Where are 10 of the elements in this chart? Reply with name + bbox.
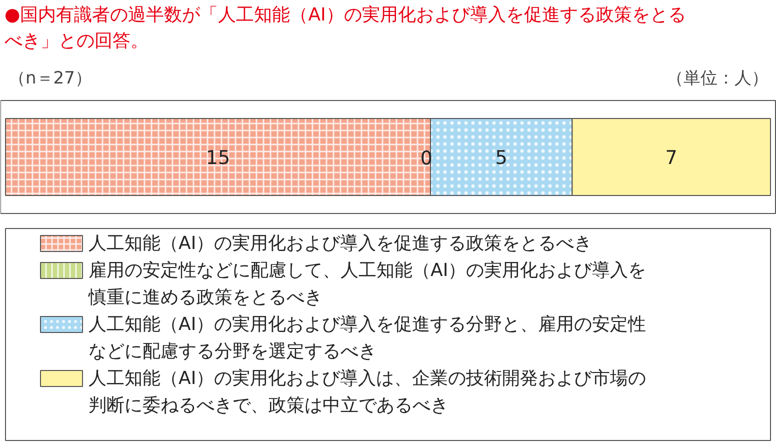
data-label: 5: [495, 147, 508, 169]
legend-label: 人工知能（AI）の実用化および導入は、企業の技術開発および市場の判断に委ねるべきで、政策は中立であるべき: [88, 368, 646, 416]
chart-title: ●国内有識者の過半数が「人工知能（AI）の実用化および導入を促進する政策をとるべき」との回答。: [4, 4, 686, 52]
legend-label: 人工知能（AI）の実用化および導入を促進する分野と、雇用の安定性などに配慮する分野を選定するべき: [88, 314, 646, 362]
legend-label: 雇用の安定性などに配慮して、人工知能（AI）の実用化および導入を慎重に進める政策をとるべき: [88, 260, 646, 308]
data-label: 15: [206, 147, 230, 169]
text: （単位：人）: [666, 68, 768, 88]
data-label: 7: [665, 147, 678, 169]
legend-label: 人工知能（AI）の実用化および導入を促進する政策をとるべき: [88, 233, 592, 254]
text: （n＝27）: [8, 68, 92, 88]
